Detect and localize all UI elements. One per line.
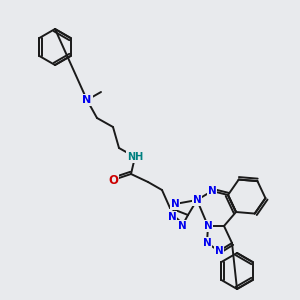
Text: NH: NH: [127, 152, 143, 162]
Text: N: N: [204, 221, 212, 231]
Text: N: N: [208, 186, 216, 196]
Text: N: N: [178, 221, 186, 231]
Text: N: N: [214, 246, 224, 256]
Text: N: N: [82, 95, 91, 105]
Text: N: N: [202, 238, 211, 248]
Text: O: O: [108, 173, 118, 187]
Text: N: N: [171, 199, 179, 209]
Text: N: N: [168, 212, 176, 222]
Text: O: O: [108, 173, 118, 187]
Text: NH: NH: [127, 152, 143, 162]
Text: N: N: [193, 195, 201, 205]
Text: N: N: [82, 95, 91, 105]
